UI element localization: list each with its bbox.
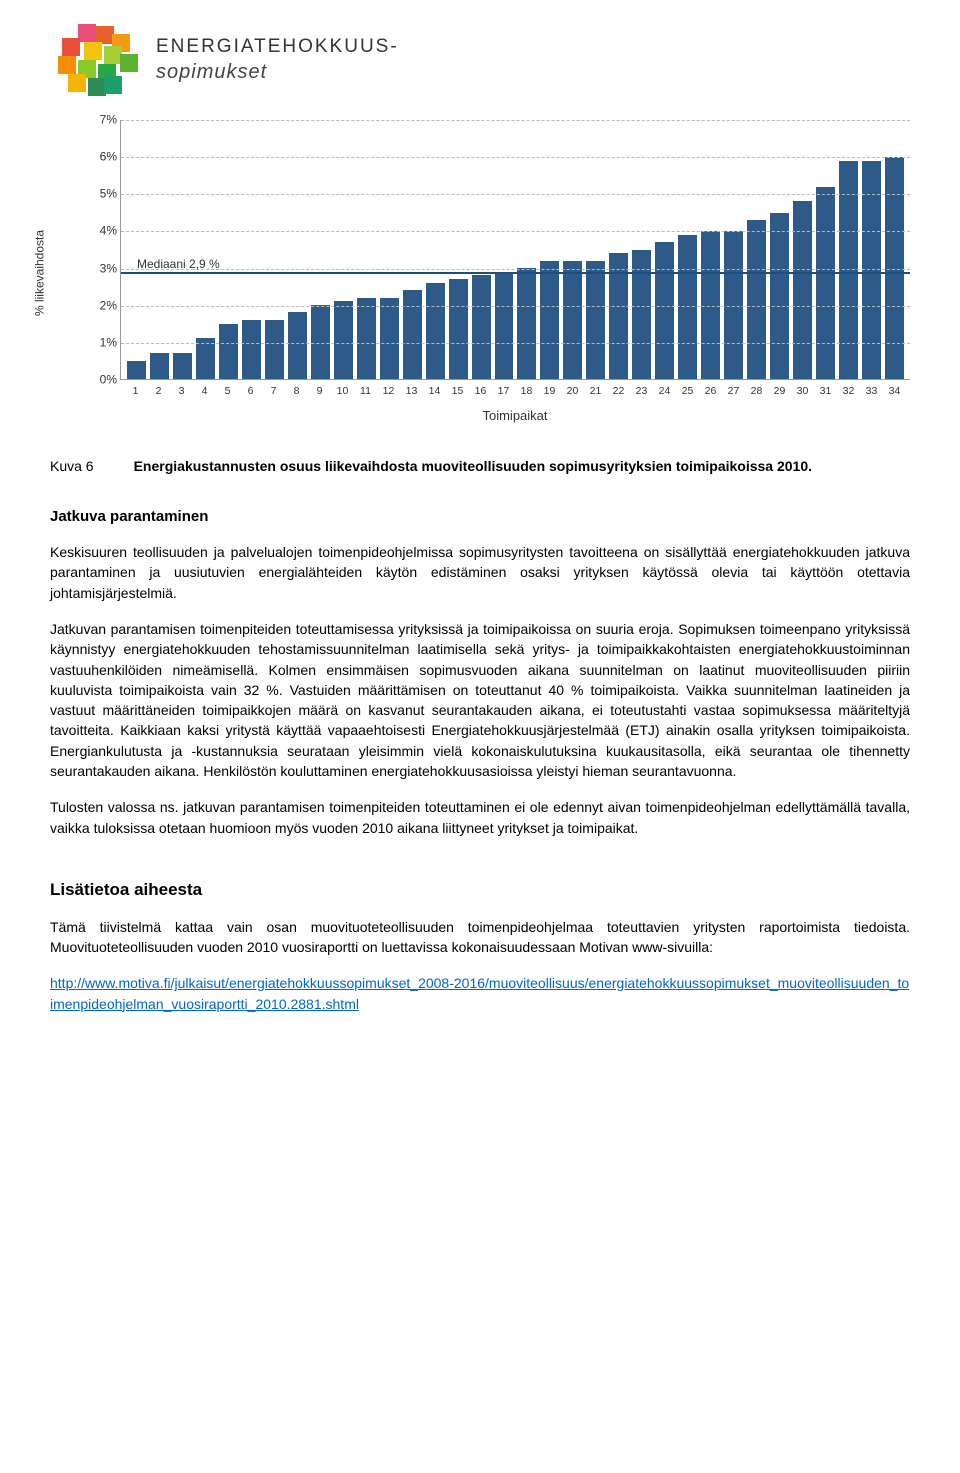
bar xyxy=(403,290,422,379)
x-tick-label: 3 xyxy=(172,384,191,399)
median-label: Mediaani 2,9 % xyxy=(137,256,220,273)
x-tick-label: 30 xyxy=(793,384,812,399)
x-tick-label: 23 xyxy=(632,384,651,399)
x-tick-label: 4 xyxy=(195,384,214,399)
x-tick-label: 31 xyxy=(816,384,835,399)
bar xyxy=(816,187,835,379)
bar-chart: % liikevaihdosta 0%1%2%3%4%5%6%7%Mediaan… xyxy=(70,120,910,426)
bar xyxy=(357,298,376,379)
bar xyxy=(563,261,582,379)
x-tick-label: 19 xyxy=(540,384,559,399)
bar xyxy=(173,353,192,379)
x-tick-label: 27 xyxy=(724,384,743,399)
bar xyxy=(265,320,284,379)
x-tick-label: 5 xyxy=(218,384,237,399)
source-link-paragraph: http://www.motiva.fi/julkaisut/energiate… xyxy=(50,973,910,1014)
bar xyxy=(793,201,812,379)
x-tick-label: 16 xyxy=(471,384,490,399)
x-tick-label: 11 xyxy=(356,384,375,399)
x-tick-label: 21 xyxy=(586,384,605,399)
x-tick-label: 2 xyxy=(149,384,168,399)
bar-series xyxy=(121,120,910,380)
x-tick-label: 17 xyxy=(494,384,513,399)
x-tick-label: 29 xyxy=(770,384,789,399)
x-tick-label: 8 xyxy=(287,384,306,399)
caption-text: Energiakustannusten osuus liikevaihdosta… xyxy=(134,456,812,476)
median-line xyxy=(121,272,910,274)
bar xyxy=(196,338,215,379)
bar xyxy=(586,261,605,379)
bar xyxy=(242,320,261,379)
x-tick-label: 26 xyxy=(701,384,720,399)
bar xyxy=(426,283,445,379)
x-tick-label: 33 xyxy=(862,384,881,399)
x-tick-label: 6 xyxy=(241,384,260,399)
x-tick-label: 24 xyxy=(655,384,674,399)
paragraph: Tulosten valossa ns. jatkuvan parantamis… xyxy=(50,797,910,838)
y-tick-label: 3% xyxy=(71,260,117,277)
bar xyxy=(678,235,697,379)
bar xyxy=(747,220,766,379)
logo-line1: ENERGIATEHOKKUUS- xyxy=(156,33,399,61)
figure-caption: Kuva 6 Energiakustannusten osuus liikeva… xyxy=(50,456,910,476)
source-link[interactable]: http://www.motiva.fi/julkaisut/energiate… xyxy=(50,975,909,1011)
bar xyxy=(770,213,789,380)
x-tick-label: 7 xyxy=(264,384,283,399)
x-tick-label: 20 xyxy=(563,384,582,399)
bar xyxy=(655,242,674,379)
x-tick-label: 12 xyxy=(379,384,398,399)
x-tick-label: 18 xyxy=(517,384,536,399)
bar xyxy=(150,353,169,379)
x-tick-labels: 1234567891011121314151617181920212223242… xyxy=(120,384,910,399)
bar xyxy=(540,261,559,379)
x-axis-label: Toimipaikat xyxy=(120,407,910,426)
bar xyxy=(219,324,238,380)
paragraph: Tämä tiivistelmä kattaa vain osan muovit… xyxy=(50,917,910,958)
y-tick-label: 7% xyxy=(71,111,117,128)
y-tick-label: 5% xyxy=(71,186,117,203)
paragraph: Keskisuuren teollisuuden ja palvelualoje… xyxy=(50,542,910,603)
bar xyxy=(380,298,399,379)
y-axis-label: % liikevaihdosta xyxy=(31,230,48,316)
y-tick-label: 1% xyxy=(71,334,117,351)
logo-text: ENERGIATEHOKKUUS- sopimukset xyxy=(156,33,399,88)
bar xyxy=(449,279,468,379)
x-tick-label: 22 xyxy=(609,384,628,399)
bar xyxy=(288,312,307,379)
x-tick-label: 1 xyxy=(126,384,145,399)
x-tick-label: 10 xyxy=(333,384,352,399)
section-heading-more-info: Lisätietoa aiheesta xyxy=(50,878,910,903)
section-heading-continuous-improvement: Jatkuva parantaminen xyxy=(50,506,910,528)
y-tick-label: 0% xyxy=(71,371,117,388)
logo-line2: sopimukset xyxy=(156,58,399,87)
x-tick-label: 28 xyxy=(747,384,766,399)
x-tick-label: 15 xyxy=(448,384,467,399)
x-tick-label: 34 xyxy=(885,384,904,399)
bar xyxy=(495,272,514,379)
x-tick-label: 14 xyxy=(425,384,444,399)
bar xyxy=(517,268,536,379)
bar xyxy=(127,361,146,380)
y-tick-label: 4% xyxy=(71,223,117,240)
x-tick-label: 13 xyxy=(402,384,421,399)
brand-header: ENERGIATEHOKKUUS- sopimukset xyxy=(50,20,910,100)
bar xyxy=(334,301,353,379)
y-tick-label: 6% xyxy=(71,148,117,165)
caption-label: Kuva 6 xyxy=(50,456,94,476)
x-tick-label: 9 xyxy=(310,384,329,399)
bar xyxy=(472,275,491,379)
x-tick-label: 32 xyxy=(839,384,858,399)
x-tick-label: 25 xyxy=(678,384,697,399)
paragraph: Jatkuvan parantamisen toimenpiteiden tot… xyxy=(50,619,910,781)
logo-icon xyxy=(50,20,140,100)
y-tick-label: 2% xyxy=(71,297,117,314)
